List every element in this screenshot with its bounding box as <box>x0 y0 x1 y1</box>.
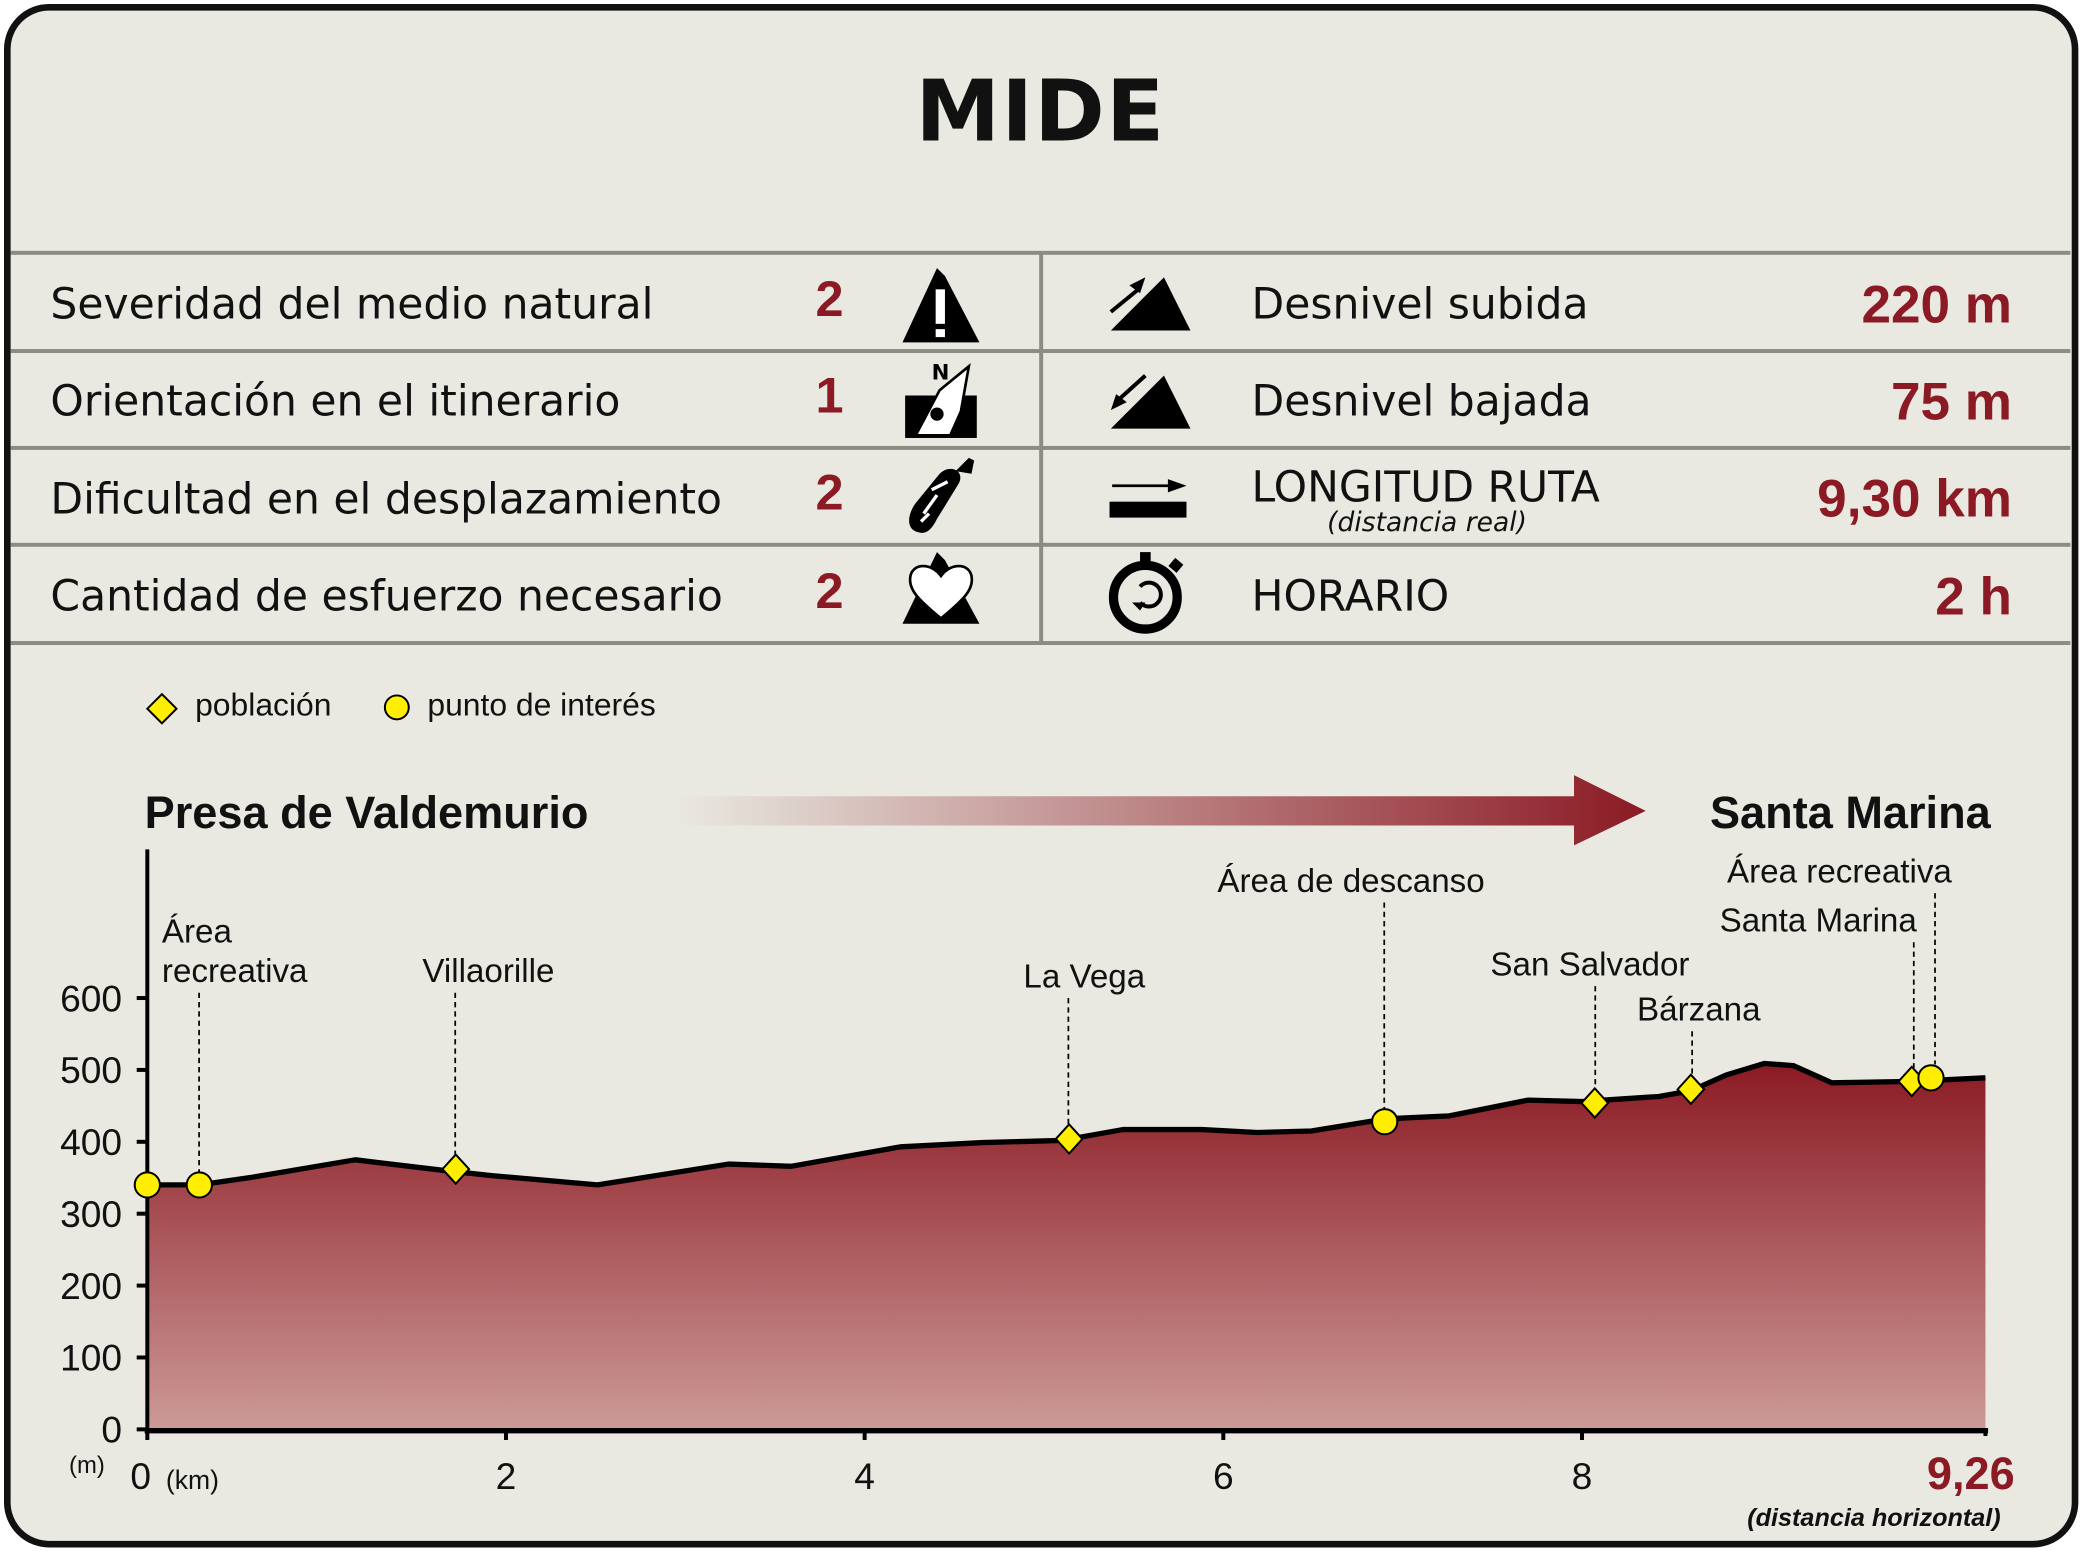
x-end-label: 9,26 <box>1927 1448 2015 1499</box>
y-tick-label: 200 <box>60 1265 122 1307</box>
descent-slope-icon <box>1110 374 1191 429</box>
end-label: Santa Marina <box>1710 787 1992 838</box>
waypoint-label: Área recreativa <box>1727 854 1952 891</box>
heart-mountain-icon <box>902 552 980 624</box>
mide-label-difficulty: Dificultad en el desplazamiento <box>50 473 723 525</box>
x-end-note: (distancia horizontal) <box>1747 1504 2000 1532</box>
svg-text:N: N <box>932 361 950 386</box>
route-label-ascent: Desnivel subida <box>1251 278 1589 330</box>
waypoint-label: San Salvador <box>1490 946 1689 983</box>
town-marker <box>1676 1073 1706 1106</box>
town-marker <box>1054 1122 1084 1156</box>
poi-marker <box>133 1171 161 1199</box>
route-value-ascent: 220 m <box>1861 276 2012 335</box>
waypoint-label: Área <box>162 913 233 950</box>
x-tick-label: 6 <box>1213 1455 1234 1497</box>
route-value-descent: 75 m <box>1890 372 2012 432</box>
divider <box>1039 252 1044 644</box>
boot-sole-icon <box>909 457 975 533</box>
mide-value-orientation: 1 <box>815 368 844 425</box>
y-tick-label: 500 <box>60 1049 122 1091</box>
start-label: Presa de Valdemurio <box>145 787 589 838</box>
x-unit-label: (km) <box>166 1465 219 1495</box>
route-sublabel-length: (distancia real) <box>1327 505 1527 538</box>
route-label-length: LONGITUD RUTA <box>1251 461 1600 513</box>
legend-town: población <box>195 687 332 724</box>
elevation-area <box>147 1063 1986 1430</box>
y-unit-label: (m) <box>69 1452 105 1479</box>
waypoint-label: Santa Marina <box>1720 903 1918 940</box>
stopwatch-icon <box>1108 552 1184 634</box>
page-title: MIDE <box>915 63 1166 162</box>
town-marker <box>441 1153 471 1186</box>
town-diamond-icon <box>145 692 178 725</box>
legend-poi: punto de interés <box>427 687 656 724</box>
mide-label-severity: Severidad del medio natural <box>50 278 654 330</box>
y-tick-label: 400 <box>60 1121 122 1163</box>
mide-label-orientation: Orientación en el itinerario <box>50 375 621 427</box>
poi-marker <box>1917 1064 1945 1092</box>
mide-value-effort: 2 <box>815 564 844 620</box>
y-tick-label: 600 <box>60 977 122 1019</box>
town-marker <box>1580 1086 1610 1120</box>
ascent-slope-icon <box>1109 277 1191 331</box>
direction-arrow <box>676 775 1646 846</box>
x-tick-label: 4 <box>854 1455 875 1497</box>
mide-value-difficulty: 2 <box>815 465 844 522</box>
poi-marker <box>185 1171 213 1199</box>
waypoint-label: Bárzana <box>1637 992 1761 1029</box>
y-tick-label: 0 <box>101 1409 122 1451</box>
poi-circle-icon <box>383 694 410 721</box>
poi-marker <box>1371 1108 1399 1136</box>
waypoint-label: Área de descanso <box>1217 863 1484 900</box>
mide-value-severity: 2 <box>815 272 844 328</box>
x-tick-label: 0 <box>130 1455 151 1497</box>
route-value-length: 9,30 km <box>1817 469 2012 529</box>
mountain-warning-icon <box>902 268 980 343</box>
y-tick-label: 300 <box>60 1193 122 1235</box>
route-value-time: 2 h <box>1935 568 2012 627</box>
distance-arrow-icon <box>1109 479 1187 518</box>
x-tick-label: 8 <box>1572 1455 1593 1497</box>
waypoint-label: La Vega <box>1023 958 1145 995</box>
elevation-line <box>147 1060 1986 1188</box>
route-label-time: HORARIO <box>1251 570 1450 622</box>
waypoint-label: Villaorille <box>422 953 554 990</box>
compass-orientation-icon: N <box>905 361 977 438</box>
waypoint-label: recreativa <box>162 953 308 990</box>
mide-label-effort: Cantidad de esfuerzo necesario <box>50 570 723 622</box>
y-tick-label: 100 <box>60 1337 122 1379</box>
route-label-descent: Desnivel bajada <box>1251 375 1592 427</box>
x-tick-label: 2 <box>496 1455 517 1497</box>
